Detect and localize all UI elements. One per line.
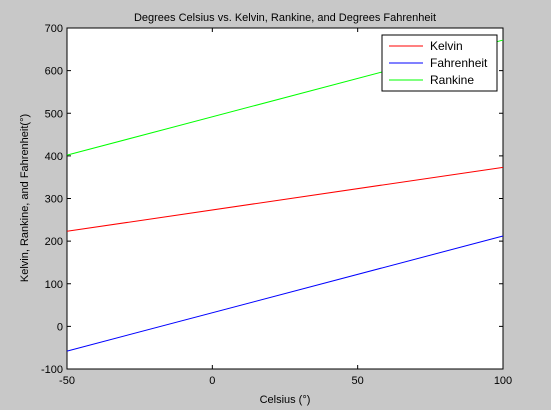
series-line-fahrenheit [66, 235, 504, 352]
x-axis-title: Celsius (°) [260, 394, 311, 406]
x-tick-label: -50 [59, 375, 75, 387]
y-tick-label: 700 [45, 23, 63, 35]
legend-label-fahrenheit: Fahrenheit [430, 56, 488, 70]
legend-label-kelvin: Kelvin [430, 39, 463, 53]
y-tick-label: 0 [57, 321, 63, 333]
y-axis-title: Kelvin, Rankine, and Fahrenheit(°) [19, 114, 31, 282]
series-line-kelvin [66, 166, 504, 232]
chart-title: Degrees Celsius vs. Kelvin, Rankine, and… [134, 12, 436, 24]
y-tick-label: 300 [45, 194, 63, 206]
x-tick-label: 100 [494, 375, 512, 387]
legend-label-rankine: Rankine [430, 73, 474, 87]
x-tick-label: 0 [209, 375, 215, 387]
y-tick-label: 500 [45, 108, 63, 120]
y-tick-label: 600 [45, 66, 63, 78]
legend: Kelvin Fahrenheit Rankine [381, 34, 498, 92]
y-tick-label: 100 [45, 279, 63, 291]
ticks-layer: -50 0 50 100 -100 0 100 200 300 400 500 600 700 [41, 23, 512, 387]
y-tick-label: 200 [45, 236, 63, 248]
y-tick-label: -100 [41, 364, 63, 376]
x-tick-label: 50 [352, 375, 364, 387]
y-tick-label: 400 [45, 151, 63, 163]
